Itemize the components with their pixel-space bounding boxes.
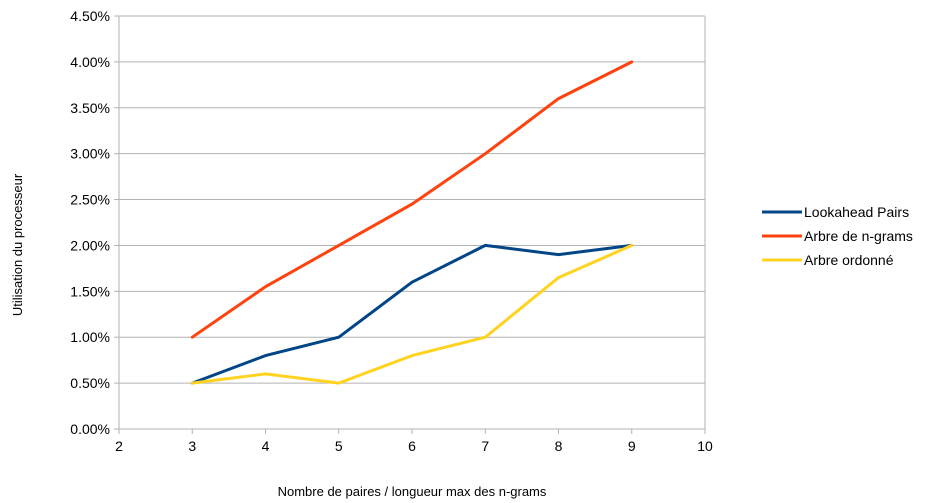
y-axis-label: Utilisation du processeur [10, 173, 25, 316]
x-tick-label: 10 [697, 438, 713, 454]
series-line-0 [190, 243, 634, 385]
y-tick-label: 4.00% [70, 54, 110, 70]
x-tick-label: 2 [115, 438, 123, 454]
y-tick-label: 1.50% [70, 283, 110, 299]
series-line-2 [190, 243, 634, 385]
x-tick-label: 8 [555, 438, 563, 454]
x-tick-label: 5 [335, 438, 343, 454]
y-tick-label: 3.00% [70, 146, 110, 162]
x-tick-label: 4 [262, 438, 270, 454]
x-tick-label: 9 [628, 438, 636, 454]
legend: Lookahead Pairs Arbre de n-grams Arbre ord… [762, 204, 913, 268]
y-tick-label: 2.50% [70, 192, 110, 208]
x-axis-label: Nombre de paires / longueur max des n-gr… [278, 484, 547, 499]
axes [114, 15, 706, 434]
x-tick-label: 7 [481, 438, 489, 454]
y-tick-label: 2.00% [70, 237, 110, 253]
x-tick-labels: 2 3 4 5 6 7 8 9 10 [115, 438, 713, 454]
series-line-1 [190, 60, 634, 339]
legend-label-2: Arbre ordonné [804, 252, 894, 268]
legend-label-1: Arbre de n-grams [804, 228, 913, 244]
legend-label-0: Lookahead Pairs [804, 204, 909, 220]
x-tick-label: 3 [188, 438, 196, 454]
y-tick-labels: 0.00% 0.50% 1.00% 1.50% 2.00% 2.50% 3.00% 3.50%… [70, 8, 110, 437]
y-tick-label: 1.00% [70, 329, 110, 345]
gridlines [119, 15, 705, 430]
y-tick-label: 0.50% [70, 375, 110, 391]
series-lines [190, 60, 634, 385]
y-tick-label: 0.00% [70, 421, 110, 437]
y-tick-label: 4.50% [70, 8, 110, 24]
y-tick-label: 3.50% [70, 100, 110, 116]
x-tick-label: 6 [408, 438, 416, 454]
